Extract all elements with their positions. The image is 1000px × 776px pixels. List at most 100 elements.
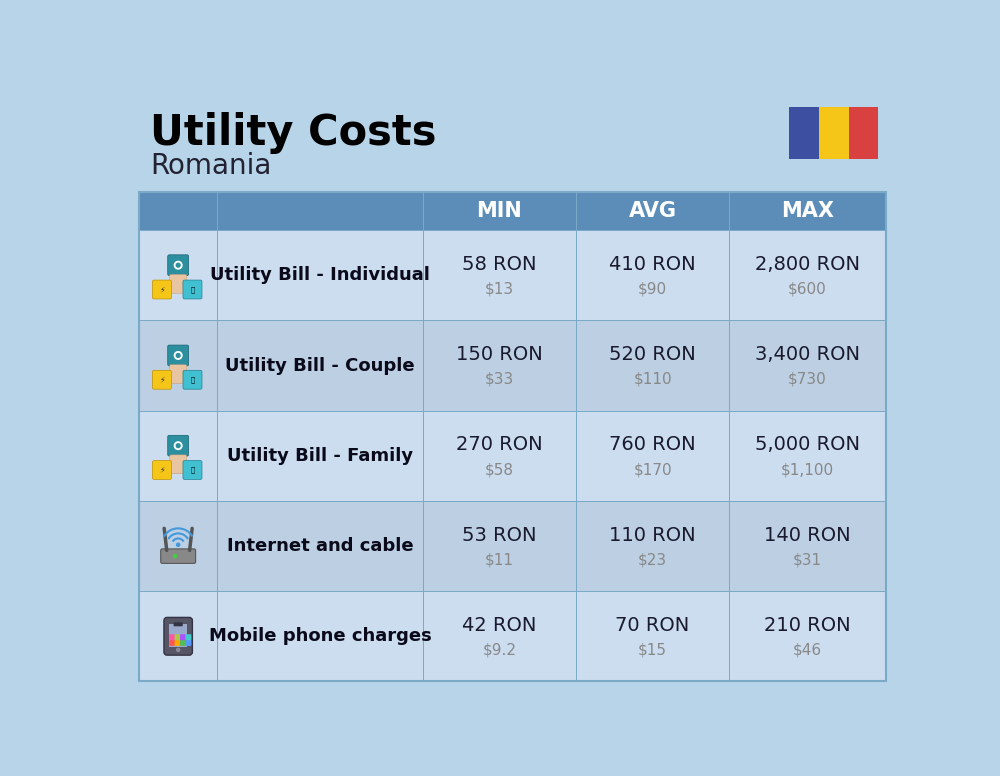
FancyBboxPatch shape	[152, 370, 171, 390]
FancyBboxPatch shape	[576, 192, 729, 230]
FancyBboxPatch shape	[170, 455, 187, 473]
FancyBboxPatch shape	[169, 624, 187, 647]
FancyBboxPatch shape	[217, 192, 423, 230]
Text: Utility Bill - Individual: Utility Bill - Individual	[210, 266, 430, 284]
FancyBboxPatch shape	[423, 192, 576, 230]
FancyBboxPatch shape	[170, 365, 187, 383]
Text: Mobile phone charges: Mobile phone charges	[209, 627, 431, 646]
Text: 42 RON: 42 RON	[462, 616, 537, 635]
FancyBboxPatch shape	[217, 320, 423, 411]
Text: $600: $600	[788, 282, 827, 296]
FancyBboxPatch shape	[185, 640, 191, 646]
Text: ⚡: ⚡	[159, 285, 165, 294]
Text: $13: $13	[485, 282, 514, 296]
FancyBboxPatch shape	[183, 280, 202, 299]
Text: Internet and cable: Internet and cable	[227, 537, 413, 555]
Text: 760 RON: 760 RON	[609, 435, 696, 455]
Text: Utility Bill - Family: Utility Bill - Family	[227, 447, 413, 465]
Text: $90: $90	[638, 282, 667, 296]
FancyBboxPatch shape	[423, 230, 576, 320]
FancyBboxPatch shape	[819, 107, 849, 159]
FancyBboxPatch shape	[175, 640, 181, 646]
FancyBboxPatch shape	[139, 320, 217, 411]
Text: 410 RON: 410 RON	[609, 255, 696, 274]
FancyBboxPatch shape	[729, 411, 886, 501]
Text: MAX: MAX	[781, 201, 834, 221]
Text: 150 RON: 150 RON	[456, 345, 543, 364]
Text: $11: $11	[485, 553, 514, 567]
FancyBboxPatch shape	[168, 345, 189, 365]
Text: 140 RON: 140 RON	[764, 525, 851, 545]
FancyBboxPatch shape	[169, 640, 175, 646]
FancyBboxPatch shape	[161, 549, 196, 563]
FancyBboxPatch shape	[576, 411, 729, 501]
FancyBboxPatch shape	[423, 320, 576, 411]
FancyBboxPatch shape	[168, 435, 189, 456]
FancyBboxPatch shape	[174, 622, 183, 626]
Text: 110 RON: 110 RON	[609, 525, 696, 545]
Circle shape	[176, 354, 180, 357]
FancyBboxPatch shape	[180, 634, 186, 640]
FancyBboxPatch shape	[183, 461, 202, 480]
FancyBboxPatch shape	[423, 411, 576, 501]
FancyBboxPatch shape	[423, 501, 576, 591]
FancyBboxPatch shape	[175, 634, 181, 640]
Text: Utility Costs: Utility Costs	[150, 112, 436, 154]
Text: 5,000 RON: 5,000 RON	[755, 435, 860, 455]
Circle shape	[177, 543, 180, 546]
FancyBboxPatch shape	[217, 411, 423, 501]
FancyBboxPatch shape	[576, 230, 729, 320]
Text: $46: $46	[793, 643, 822, 658]
FancyBboxPatch shape	[183, 370, 202, 390]
Circle shape	[176, 444, 180, 448]
Text: $33: $33	[485, 372, 514, 387]
FancyBboxPatch shape	[139, 411, 217, 501]
Text: $1,100: $1,100	[781, 462, 834, 477]
Circle shape	[176, 263, 180, 267]
Text: $15: $15	[638, 643, 667, 658]
FancyBboxPatch shape	[169, 634, 175, 640]
FancyBboxPatch shape	[139, 192, 217, 230]
FancyBboxPatch shape	[729, 591, 886, 681]
FancyBboxPatch shape	[576, 501, 729, 591]
Text: 2,800 RON: 2,800 RON	[755, 255, 860, 274]
Text: 270 RON: 270 RON	[456, 435, 543, 455]
Text: $31: $31	[793, 553, 822, 567]
Text: 520 RON: 520 RON	[609, 345, 696, 364]
FancyBboxPatch shape	[152, 280, 171, 299]
Text: AVG: AVG	[629, 201, 677, 221]
FancyBboxPatch shape	[789, 107, 819, 159]
Text: 210 RON: 210 RON	[764, 616, 851, 635]
FancyBboxPatch shape	[168, 255, 189, 275]
FancyBboxPatch shape	[576, 320, 729, 411]
FancyBboxPatch shape	[576, 591, 729, 681]
Circle shape	[177, 648, 180, 651]
Text: Utility Bill - Couple: Utility Bill - Couple	[225, 356, 415, 375]
FancyBboxPatch shape	[185, 634, 191, 640]
Text: $23: $23	[638, 553, 667, 567]
FancyBboxPatch shape	[849, 107, 878, 159]
FancyBboxPatch shape	[729, 230, 886, 320]
FancyBboxPatch shape	[180, 640, 186, 646]
FancyBboxPatch shape	[217, 591, 423, 681]
FancyBboxPatch shape	[217, 501, 423, 591]
Text: $58: $58	[485, 462, 514, 477]
Text: 🚰: 🚰	[190, 286, 195, 293]
Circle shape	[174, 262, 182, 269]
Text: 70 RON: 70 RON	[615, 616, 690, 635]
FancyBboxPatch shape	[217, 230, 423, 320]
Circle shape	[173, 555, 177, 558]
Text: 58 RON: 58 RON	[462, 255, 537, 274]
Text: MIN: MIN	[477, 201, 522, 221]
FancyBboxPatch shape	[164, 618, 192, 655]
Text: 🚰: 🚰	[190, 466, 195, 473]
Text: Romania: Romania	[150, 151, 271, 179]
FancyBboxPatch shape	[139, 501, 217, 591]
Text: $170: $170	[633, 462, 672, 477]
Text: $9.2: $9.2	[482, 643, 516, 658]
FancyBboxPatch shape	[729, 192, 886, 230]
Circle shape	[174, 442, 182, 449]
FancyBboxPatch shape	[139, 230, 217, 320]
FancyBboxPatch shape	[729, 501, 886, 591]
Circle shape	[174, 352, 182, 359]
